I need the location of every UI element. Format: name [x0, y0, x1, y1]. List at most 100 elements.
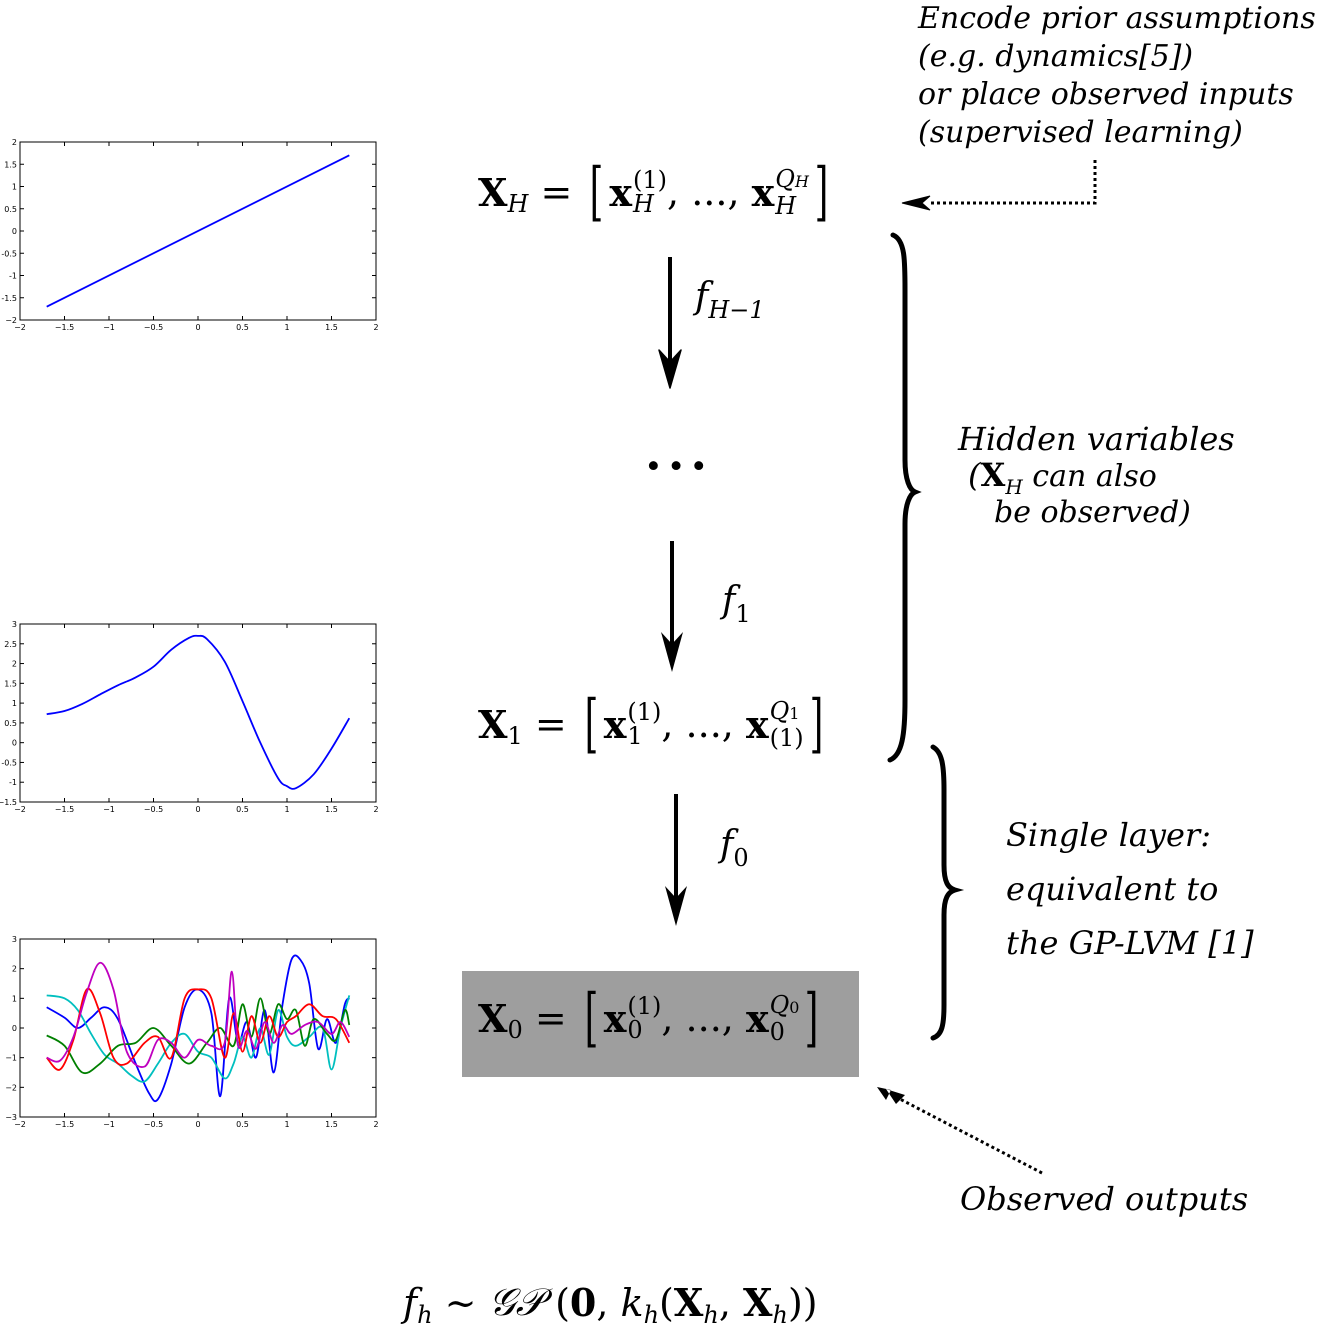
arrow-label-sub: H−1	[708, 296, 765, 324]
x-tick-label: 1	[284, 1120, 289, 1129]
observed-outputs-note: Observed outputs	[960, 1180, 1249, 1218]
prior-note-line: (supervised learning)	[918, 115, 1243, 150]
y-tick-label: 2	[12, 660, 17, 669]
y-tick-label: 2	[12, 138, 17, 147]
y-tick-label: −3	[5, 1113, 17, 1122]
formula-x1-sub: h	[703, 1300, 719, 1329]
observed-box	[462, 971, 859, 1077]
x1-sup1: (1)	[627, 698, 662, 726]
arrow-label-f0: f0	[720, 824, 749, 872]
y-tick-label: 1.5	[4, 679, 17, 688]
arrow-label-sub: 1	[735, 600, 751, 628]
hidden-x-bold: X	[980, 456, 1006, 494]
y-tick-label: 0.5	[4, 205, 17, 214]
y-tick-label: 0	[12, 227, 17, 236]
xh-x1: x	[609, 169, 633, 215]
xh-lhs: X	[478, 169, 508, 215]
hidden-note-line3: be observed)	[994, 495, 1191, 530]
formula-close: ))	[787, 1280, 818, 1325]
formula-x1: X	[673, 1280, 704, 1325]
xh-sub2: H	[775, 191, 797, 220]
y-tick-label: 0.5	[4, 719, 17, 728]
formula-sim: ∼	[432, 1280, 489, 1325]
equals-sign: =	[528, 170, 585, 214]
x-tick-label: 0.5	[236, 1120, 249, 1129]
plot-frame	[19, 623, 377, 803]
series-line	[46, 987, 351, 1071]
formula-comma: ,	[596, 1280, 621, 1325]
x-tick-label: 0	[195, 323, 200, 332]
formula-x2-sub: h	[772, 1300, 788, 1329]
arrow-label-sub: 0	[733, 844, 749, 872]
x-tick-label: −1	[103, 323, 115, 332]
x0-sup2: Q	[769, 990, 790, 1019]
chart-smooth: −2 −1.5 −1 −0.5 0 0.5 1 1.5 232.521.510.50-0.5-1…	[0, 620, 379, 814]
hidden-variables-note: Hidden variables (XH can also be observe…	[958, 420, 1235, 530]
y-tick-label: 0	[12, 1024, 17, 1033]
x-tick-label: 1.5	[325, 323, 338, 332]
y-tick-label: 1	[12, 699, 17, 708]
xh-lhs-sub: H	[507, 190, 529, 218]
x-tick-label: 2	[373, 805, 378, 814]
y-tick-label: −2	[5, 1083, 17, 1092]
series-line	[46, 154, 350, 308]
x0-sub1: 0	[627, 1016, 643, 1044]
single-note-line: Single layer:	[1006, 816, 1211, 854]
y-tick-label: −2	[5, 316, 17, 325]
x-tick-label: 1.5	[325, 805, 338, 814]
formula-comma2: ,	[718, 1280, 743, 1325]
prior-note-line: or place observed inputs	[918, 77, 1294, 112]
x-tick-label: −1.5	[55, 323, 74, 332]
formula-zero: 0	[569, 1280, 597, 1325]
xh-sup2: Q	[775, 164, 795, 193]
x0-sub2: 0	[769, 1017, 785, 1046]
x-tick-label: 1	[284, 805, 289, 814]
x0-dots: , ...,	[661, 996, 746, 1040]
series-line	[46, 997, 351, 1075]
x-tick-label: −1	[103, 1120, 115, 1129]
left-bracket: [	[584, 687, 599, 761]
x0-sup1: (1)	[627, 992, 662, 1020]
y-tick-label: 3	[12, 620, 17, 629]
y-tick-label: 2	[12, 965, 17, 974]
x-tick-label: −1	[103, 805, 115, 814]
series-line	[46, 961, 351, 1068]
prior-pointer	[901, 160, 1097, 211]
y-tick-label: 0	[12, 739, 17, 748]
x1-lhs-sub: 1	[507, 722, 523, 750]
equals-sign: =	[522, 996, 579, 1040]
y-tick-label: 1	[12, 994, 17, 1003]
arrow-fh-1	[658, 257, 682, 389]
x-tick-label: 0	[195, 805, 200, 814]
y-tick-label: −1	[5, 1054, 17, 1063]
hidden-variables-brace	[887, 232, 922, 763]
x-tick-label: 1.5	[325, 1120, 338, 1129]
x1-sub1: 1	[627, 722, 643, 750]
x-tick-label: −2	[14, 805, 26, 814]
x1-lhs: X	[478, 701, 508, 747]
y-tick-label: -1	[9, 272, 17, 281]
single-note-line: the GP-LVM [1]	[1006, 924, 1254, 962]
x-tick-label: 0	[195, 1120, 200, 1129]
y-tick-label: 3	[12, 935, 17, 944]
y-tick-label: -0.5	[1, 249, 17, 258]
x-tick-label: 0.5	[236, 805, 249, 814]
right-bracket: ]	[805, 981, 819, 1055]
prior-note-line: (e.g. dynamics[5])	[918, 39, 1194, 74]
x-tick-label: −0.5	[144, 1120, 163, 1129]
x0-sup2-sub: 0	[789, 997, 800, 1017]
arrow-label-f: f	[695, 276, 709, 317]
x0-x1: x	[603, 995, 627, 1041]
formula-gp: 𝒢𝒫	[488, 1280, 544, 1324]
series-line	[46, 994, 351, 1083]
x-tick-label: −2	[14, 1120, 26, 1129]
arrow-label-f1: f1	[722, 580, 751, 628]
x-tick-label: −2	[14, 323, 26, 332]
y-tick-label: 2.5	[4, 640, 17, 649]
xh-x2: x	[751, 169, 775, 215]
hidden-note-line1: Hidden variables	[958, 420, 1235, 458]
